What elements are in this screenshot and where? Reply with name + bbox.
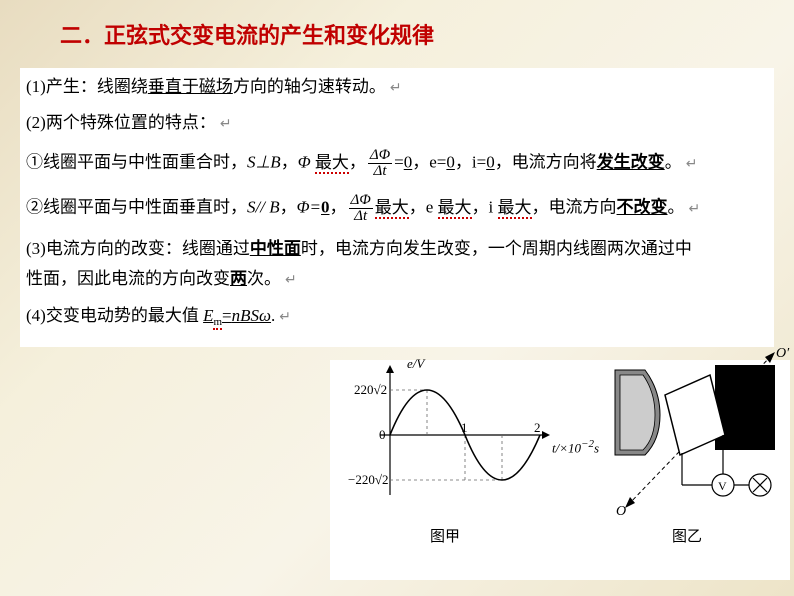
text: (2)两个特殊位置的特点： xyxy=(26,113,216,132)
numerator: ΔΦ xyxy=(368,148,392,164)
text: 性面，因此电流的方向改变 xyxy=(26,269,230,288)
line-7: (4)交变电动势的最大值 Em=nBSω.↵ xyxy=(26,305,336,330)
xtick-2: 2 xyxy=(534,420,541,435)
ytick-top: 220√2 xyxy=(354,382,387,397)
text: ②线圈平面与中性面垂直时， xyxy=(26,198,247,217)
return-mark: ↵ xyxy=(220,117,232,132)
numerator: ΔΦ xyxy=(349,193,373,209)
E: E xyxy=(203,306,213,325)
voltmeter-label: V xyxy=(718,479,727,493)
zero: 0 xyxy=(486,153,495,172)
text: 方向的轴匀速转动。 xyxy=(233,77,386,96)
emphasis-u: 两 xyxy=(230,269,247,288)
text: ①线圈平面与中性面重合时， xyxy=(26,153,247,172)
fraction: ΔΦΔt xyxy=(349,193,373,224)
O-label: O xyxy=(616,504,626,519)
line-1: (1)产生：线圈绕垂直于磁场方向的轴匀速转动。 ↵ xyxy=(26,76,768,98)
eq: = xyxy=(222,306,232,325)
fraction: ΔΦΔt xyxy=(368,148,392,179)
ytick-zero: 0 xyxy=(379,427,386,442)
eq: = xyxy=(394,153,404,172)
line-4: ②线圈平面与中性面垂直时，S// B，Φ=0，ΔΦΔt最大，e 最大，i 最大，… xyxy=(26,193,768,224)
zero: 0 xyxy=(321,198,330,217)
text: 次。 xyxy=(247,269,281,288)
emphasis-u: 不改变 xyxy=(617,198,668,217)
O-prime-label: O′ xyxy=(776,346,790,361)
zero: 0 xyxy=(446,153,455,172)
text: (3)电流方向的改变：线圈通过 xyxy=(26,239,250,258)
fig-a-caption: 图甲 xyxy=(430,525,460,546)
text: 时，电流方向发生改变，一个周期内线圈两次通过中 xyxy=(301,239,692,258)
line-5: (3)电流方向的改变：线圈通过中性面时，电流方向发生改变，一个周期内线圈两次通过… xyxy=(26,238,768,260)
phi-eq: Φ= xyxy=(297,198,321,217)
emphasis: 最大 xyxy=(438,198,472,219)
emphasis: 最大 xyxy=(375,198,409,219)
line-3: ①线圈平面与中性面重合时，S⊥B，Φ 最大，ΔΦΔt=0，e=0，i=0，电流方… xyxy=(26,148,768,179)
return-mark: ↵ xyxy=(689,202,701,217)
line-6: 性面，因此电流的方向改变两次。 ↵ xyxy=(26,268,768,290)
text: (1)产生：线圈绕 xyxy=(26,77,148,96)
phi: Φ xyxy=(298,153,311,172)
xaxis-label-text: t/×10−2s xyxy=(552,438,599,456)
nBSw: nBSω xyxy=(232,306,271,325)
formula: S// B xyxy=(247,198,280,217)
emphasis: 最大 xyxy=(315,153,349,174)
generator-diagram: O′ O V xyxy=(610,345,790,520)
section-title: 二．正弦式交变电流的产生和变化规律 xyxy=(60,18,774,50)
return-mark: ↵ xyxy=(279,310,291,325)
xtick-1: 1 xyxy=(461,420,468,435)
sine-chart: e/V 220√2 0 −220√2 1 2 xyxy=(330,355,560,515)
return-mark: ↵ xyxy=(686,157,698,172)
formula: S⊥B xyxy=(247,153,281,172)
text: ，电流方向 xyxy=(532,198,617,217)
yaxis-label: e/V xyxy=(407,356,426,371)
denominator: Δt xyxy=(349,209,373,224)
text: ，e xyxy=(409,198,434,217)
emphasis-u: 中性面 xyxy=(250,239,301,258)
text: ，i= xyxy=(455,153,486,172)
sub-m: m xyxy=(213,316,222,330)
ytick-bot: −220√2 xyxy=(348,472,388,487)
fig-b-caption: 图乙 xyxy=(672,525,702,546)
return-mark: ↵ xyxy=(390,81,402,96)
line-2: (2)两个特殊位置的特点： ↵ xyxy=(26,112,768,134)
text: ，电流方向将 xyxy=(495,153,597,172)
emphasis: 最大 xyxy=(498,198,532,219)
zero: 0 xyxy=(404,153,413,172)
denominator: Δt xyxy=(368,164,392,179)
figures-region: e/V 220√2 0 −220√2 1 2 t/×10−2s 图甲 O′ O xyxy=(330,360,790,580)
return-mark: ↵ xyxy=(285,273,297,288)
text: (4)交变电动势的最大值 xyxy=(26,306,199,325)
underlined: 垂直于磁场 xyxy=(148,77,233,96)
text: ，i xyxy=(472,198,494,217)
content-block: (1)产生：线圈绕垂直于磁场方向的轴匀速转动。↵ (2)两个特殊位置的特点：↵ … xyxy=(20,68,774,347)
text: ，e= xyxy=(412,153,446,172)
emphasis-u: 发生改变 xyxy=(597,153,665,172)
